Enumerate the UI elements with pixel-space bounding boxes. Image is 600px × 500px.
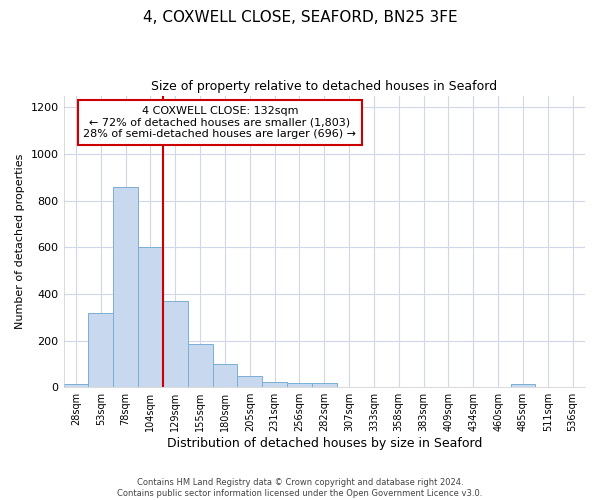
Text: 4 COXWELL CLOSE: 132sqm
← 72% of detached houses are smaller (1,803)
28% of semi: 4 COXWELL CLOSE: 132sqm ← 72% of detache… <box>83 106 356 139</box>
Bar <box>511 384 535 387</box>
Text: Contains HM Land Registry data © Crown copyright and database right 2024.
Contai: Contains HM Land Registry data © Crown c… <box>118 478 482 498</box>
Bar <box>312 382 337 387</box>
Bar <box>138 247 163 387</box>
Bar <box>287 382 312 387</box>
Title: Size of property relative to detached houses in Seaford: Size of property relative to detached ho… <box>151 80 497 93</box>
Text: 4, COXWELL CLOSE, SEAFORD, BN25 3FE: 4, COXWELL CLOSE, SEAFORD, BN25 3FE <box>143 10 457 25</box>
Bar <box>212 364 238 387</box>
Bar <box>188 344 212 387</box>
Bar <box>88 312 113 387</box>
Bar <box>262 382 287 387</box>
Bar <box>64 384 88 387</box>
Y-axis label: Number of detached properties: Number of detached properties <box>15 154 25 329</box>
Bar <box>113 186 138 387</box>
Bar <box>238 376 262 387</box>
Bar <box>163 301 188 387</box>
X-axis label: Distribution of detached houses by size in Seaford: Distribution of detached houses by size … <box>167 437 482 450</box>
